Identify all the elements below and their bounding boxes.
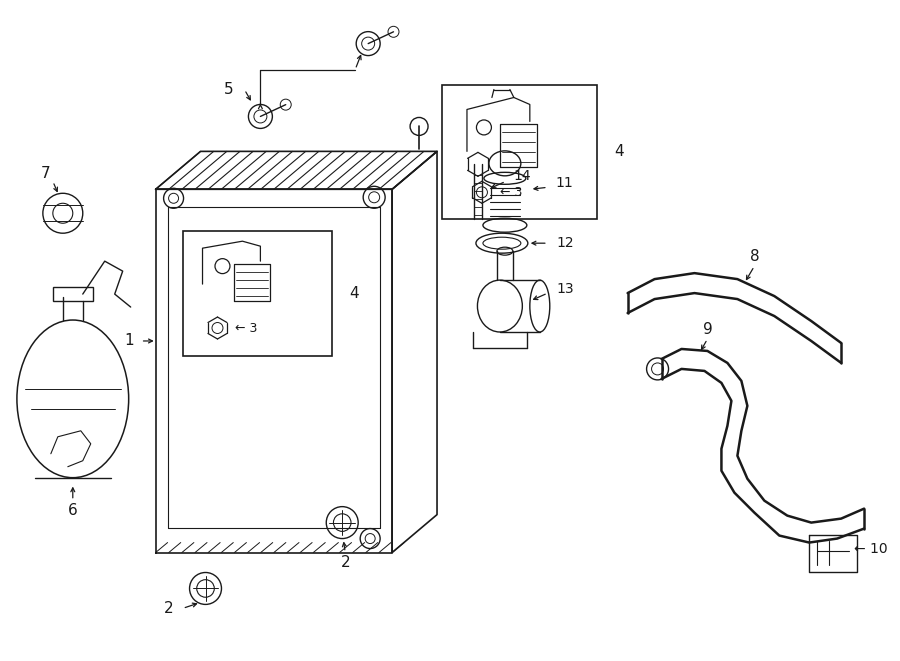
Bar — [53, 287, 93, 301]
Text: ← 3: ← 3 — [500, 186, 522, 199]
Text: 6: 6 — [68, 503, 77, 518]
Text: 5: 5 — [224, 82, 233, 97]
Text: 4: 4 — [349, 286, 359, 301]
Text: 9: 9 — [703, 321, 712, 336]
Text: 2: 2 — [340, 555, 350, 570]
Text: 7: 7 — [41, 166, 50, 181]
Text: 12: 12 — [556, 236, 573, 250]
Bar — [183, 231, 332, 356]
Bar — [442, 85, 597, 219]
Text: 13: 13 — [556, 282, 573, 296]
Text: 4: 4 — [614, 144, 624, 159]
Text: ← 10: ← 10 — [854, 541, 888, 555]
Text: 8: 8 — [750, 249, 760, 264]
Text: 14: 14 — [513, 169, 531, 183]
Text: 2: 2 — [164, 601, 174, 616]
Text: 1: 1 — [124, 334, 133, 348]
Text: ← 3: ← 3 — [236, 321, 257, 334]
Text: 11: 11 — [556, 176, 573, 190]
